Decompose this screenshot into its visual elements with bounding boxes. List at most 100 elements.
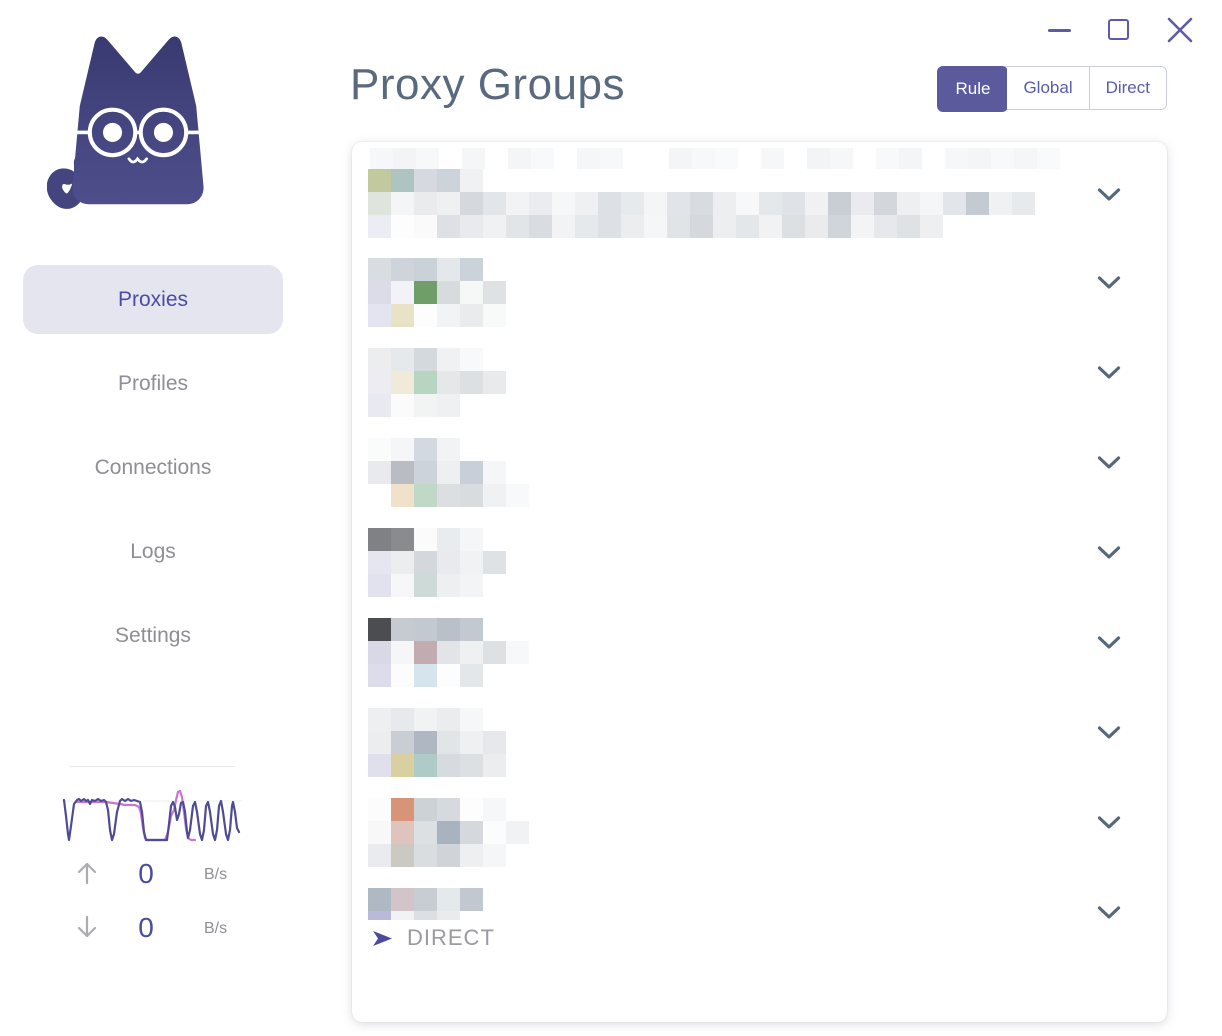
chevron-down-icon[interactable] bbox=[1097, 188, 1121, 202]
mode-global-button[interactable]: Global bbox=[1007, 67, 1089, 109]
proxy-group-row[interactable] bbox=[368, 336, 1151, 426]
chevron-down-icon[interactable] bbox=[1097, 906, 1121, 920]
proxy-group-row[interactable] bbox=[368, 606, 1151, 696]
chevron-down-icon[interactable] bbox=[1097, 546, 1121, 560]
mosaic-tile bbox=[414, 708, 437, 731]
redacted-mosaic-segment bbox=[368, 438, 460, 461]
mosaic-tile bbox=[437, 664, 460, 687]
download-speed-row: 0 B/s bbox=[0, 912, 306, 944]
redacted-mosaic-row bbox=[368, 169, 1151, 192]
mosaic-tile bbox=[736, 192, 759, 215]
mosaic-tile bbox=[460, 754, 483, 777]
mosaic-tile bbox=[738, 148, 761, 169]
sidebar-item-proxies[interactable]: Proxies bbox=[23, 265, 283, 334]
proxy-group-row[interactable]: DIRECT bbox=[368, 876, 1151, 1036]
mosaic-tile bbox=[506, 215, 529, 238]
sidebar-item-connections[interactable]: Connections bbox=[23, 448, 283, 488]
sidebar-item-logs[interactable]: Logs bbox=[23, 532, 283, 572]
mosaic-tile bbox=[391, 551, 414, 574]
mosaic-tile bbox=[391, 888, 414, 911]
mosaic-tile bbox=[851, 215, 874, 238]
redacted-mosaic-row bbox=[368, 281, 1151, 304]
mosaic-tile bbox=[529, 192, 552, 215]
proxy-group-row[interactable] bbox=[368, 786, 1151, 876]
redacted-mosaic-row bbox=[368, 394, 1151, 417]
selected-proxy-direct[interactable]: DIRECT bbox=[368, 925, 1151, 951]
mosaic-tile bbox=[1037, 148, 1060, 169]
mosaic-tile bbox=[368, 394, 391, 417]
mosaic-tile bbox=[414, 911, 437, 920]
proxy-group-row[interactable] bbox=[368, 246, 1151, 336]
mosaic-tile bbox=[368, 258, 391, 281]
proxy-group-row[interactable] bbox=[368, 696, 1151, 786]
mosaic-tile bbox=[368, 754, 391, 777]
chevron-down-icon[interactable] bbox=[1097, 636, 1121, 650]
mosaic-tile bbox=[989, 192, 1012, 215]
redacted-mosaic-row bbox=[368, 304, 1151, 327]
mosaic-tile bbox=[391, 798, 414, 821]
mosaic-tile bbox=[460, 169, 483, 192]
sidebar-item-settings[interactable]: Settings bbox=[23, 616, 283, 656]
mosaic-tile bbox=[437, 574, 460, 597]
mosaic-tile bbox=[805, 192, 828, 215]
mosaic-tile bbox=[368, 304, 391, 327]
redacted-mosaic-segment bbox=[368, 528, 483, 551]
mosaic-tile bbox=[483, 754, 506, 777]
mosaic-tile bbox=[437, 394, 460, 417]
mosaic-tile bbox=[897, 192, 920, 215]
mosaic-tile bbox=[437, 911, 460, 920]
mode-direct-button[interactable]: Direct bbox=[1088, 67, 1166, 109]
proxy-group-row[interactable] bbox=[368, 516, 1151, 606]
mosaic-tile bbox=[759, 192, 782, 215]
mosaic-tile bbox=[460, 708, 483, 731]
mosaic-tile bbox=[554, 148, 577, 169]
chevron-down-icon[interactable] bbox=[1097, 726, 1121, 740]
download-arrow-icon bbox=[77, 915, 97, 938]
redacted-mosaic-segment bbox=[460, 192, 1035, 215]
mode-rule-button[interactable]: Rule bbox=[937, 66, 1009, 112]
mosaic-tile bbox=[830, 148, 853, 169]
chevron-down-icon[interactable] bbox=[1097, 276, 1121, 290]
redacted-mosaic-segment bbox=[368, 731, 506, 754]
mosaic-tile bbox=[368, 574, 391, 597]
mosaic-tile bbox=[391, 664, 414, 687]
mosaic-tile bbox=[437, 731, 460, 754]
mosaic-tile bbox=[508, 148, 531, 169]
mosaic-tile bbox=[437, 821, 460, 844]
chevron-down-icon[interactable] bbox=[1097, 366, 1121, 380]
mosaic-tile bbox=[368, 911, 391, 920]
mosaic-tile bbox=[552, 192, 575, 215]
mosaic-tile bbox=[368, 798, 391, 821]
mosaic-tile bbox=[874, 192, 897, 215]
mosaic-tile bbox=[391, 192, 414, 215]
mosaic-tile bbox=[391, 438, 414, 461]
mosaic-tile bbox=[968, 148, 991, 169]
chevron-down-icon[interactable] bbox=[1097, 816, 1121, 830]
mosaic-tile bbox=[437, 258, 460, 281]
chevron-down-icon[interactable] bbox=[1097, 456, 1121, 470]
mosaic-tile bbox=[414, 304, 437, 327]
sidebar-item-profiles[interactable]: Profiles bbox=[23, 364, 283, 404]
close-button[interactable] bbox=[1167, 17, 1193, 43]
traffic-line-primary bbox=[62, 797, 241, 842]
minimize-button[interactable] bbox=[1048, 29, 1071, 32]
proxy-group-row[interactable] bbox=[368, 426, 1151, 516]
mosaic-tile bbox=[460, 528, 483, 551]
mode-switcher: Rule Global Direct bbox=[937, 66, 1167, 112]
mosaic-tile bbox=[784, 148, 807, 169]
redacted-mosaic-segment bbox=[368, 169, 483, 192]
mosaic-tile bbox=[437, 192, 460, 215]
redacted-mosaic-segment bbox=[368, 574, 483, 597]
page-title: Proxy Groups bbox=[350, 60, 625, 109]
maximize-button[interactable] bbox=[1108, 19, 1129, 40]
mosaic-tile bbox=[437, 348, 460, 371]
redacted-mosaic-row bbox=[368, 731, 1151, 754]
mosaic-tile bbox=[506, 821, 529, 844]
mosaic-tile bbox=[462, 148, 485, 169]
mosaic-tile bbox=[391, 821, 414, 844]
mosaic-tile bbox=[414, 169, 437, 192]
proxy-group-row[interactable] bbox=[368, 142, 1151, 246]
mosaic-tile bbox=[782, 192, 805, 215]
mosaic-tile bbox=[416, 148, 439, 169]
mosaic-tile bbox=[460, 798, 483, 821]
